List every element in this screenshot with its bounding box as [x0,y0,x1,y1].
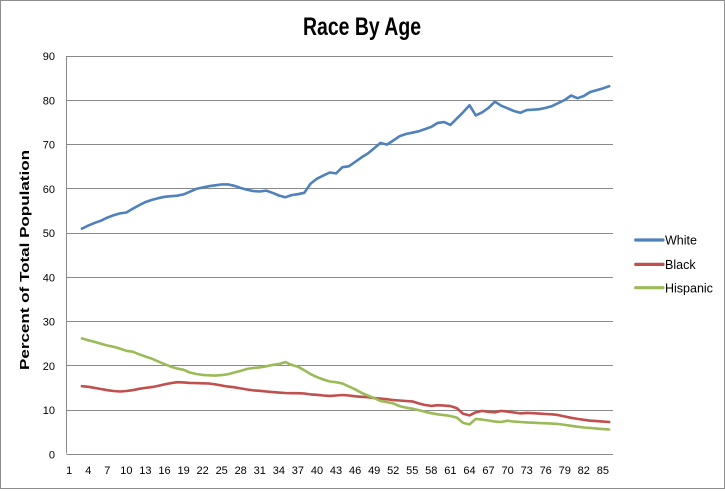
svg-text:22: 22 [196,465,208,477]
svg-text:70: 70 [501,465,513,477]
svg-text:37: 37 [292,465,304,477]
svg-text:Race By Age: Race By Age [303,13,421,41]
svg-text:46: 46 [349,465,361,477]
svg-text:White: White [665,234,697,248]
svg-text:1: 1 [66,465,72,477]
svg-text:Black: Black [665,258,696,272]
svg-text:60: 60 [43,184,55,196]
svg-text:67: 67 [482,465,494,477]
svg-text:19: 19 [177,465,189,477]
svg-text:61: 61 [444,465,456,477]
svg-text:Percent of Total Population: Percent of Total Population [18,150,32,370]
svg-text:10: 10 [43,405,55,417]
svg-text:7: 7 [104,465,110,477]
svg-text:13: 13 [139,465,151,477]
svg-text:10: 10 [120,465,132,477]
svg-text:73: 73 [521,465,533,477]
svg-text:31: 31 [254,465,266,477]
svg-text:4: 4 [85,465,91,477]
svg-text:40: 40 [311,465,323,477]
svg-text:50: 50 [43,228,55,240]
svg-text:28: 28 [235,465,247,477]
svg-text:20: 20 [43,361,55,373]
svg-text:40: 40 [43,272,55,284]
svg-text:80: 80 [43,95,55,107]
svg-text:55: 55 [406,465,418,477]
svg-text:52: 52 [387,465,399,477]
svg-text:64: 64 [463,465,475,477]
svg-text:70: 70 [43,140,55,152]
svg-text:0: 0 [49,449,55,461]
svg-text:82: 82 [578,465,590,477]
svg-text:Hispanic: Hispanic [665,281,713,295]
svg-text:16: 16 [158,465,170,477]
svg-text:58: 58 [425,465,437,477]
svg-text:25: 25 [216,465,228,477]
svg-text:43: 43 [330,465,342,477]
svg-text:85: 85 [597,465,609,477]
svg-text:49: 49 [368,465,380,477]
svg-text:76: 76 [540,465,552,477]
svg-text:79: 79 [559,465,571,477]
svg-text:34: 34 [273,465,285,477]
svg-text:90: 90 [43,51,55,63]
svg-text:30: 30 [43,317,55,329]
